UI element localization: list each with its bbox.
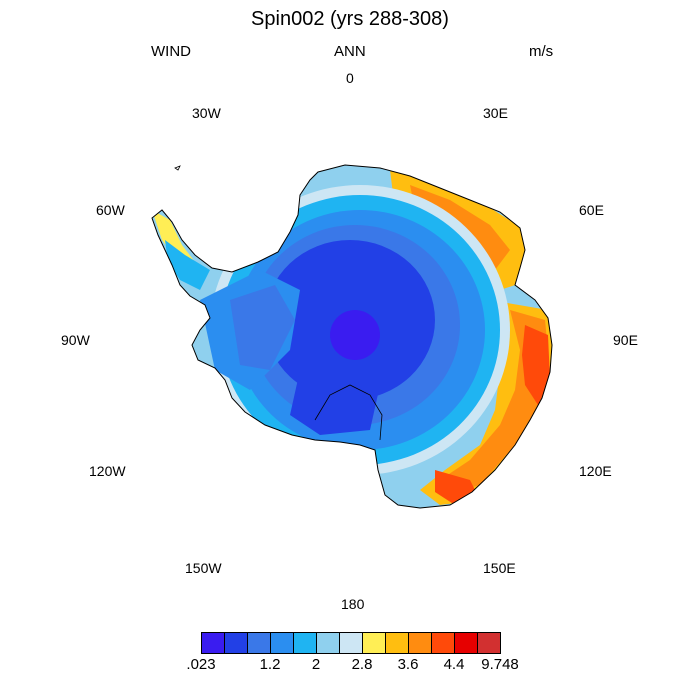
lon-label-30w: 30W (192, 105, 221, 121)
lon-label-0: 0 (346, 70, 354, 86)
colorbar-tick-label: 4.4 (443, 656, 465, 673)
colorbar-swatch (385, 632, 409, 654)
colorbar-swatch (201, 632, 225, 654)
lon-label-60w: 60W (96, 202, 125, 218)
plot-title: Spin002 (yrs 288-308) (251, 8, 449, 30)
lon-label-180: 180 (341, 596, 365, 612)
colorbar-swatch (247, 632, 271, 654)
colorbar-swatch (408, 632, 432, 654)
colorbar-swatch (431, 632, 455, 654)
lon-label-60e: 60E (579, 202, 604, 218)
colorbar-tick-label: 2 (311, 656, 321, 673)
colorbar-tick-label: 2.8 (351, 656, 373, 673)
colorbar-swatch (362, 632, 386, 654)
lon-label-90e: 90E (613, 332, 638, 348)
units-label: m/s (529, 43, 554, 60)
ice-shelf-outline (314, 384, 383, 441)
colorbar-tick-label: .023 (186, 656, 216, 673)
lon-label-30e: 30E (483, 105, 508, 121)
coastline (151, 164, 553, 509)
colorbar-swatch (477, 632, 501, 654)
lon-label-120w: 120W (89, 463, 126, 479)
colorbar-swatch (316, 632, 340, 654)
colorbar-swatch (293, 632, 317, 654)
lon-label-120e: 120E (579, 463, 612, 479)
variable-label: WIND (151, 43, 191, 60)
colorbar-swatch (270, 632, 294, 654)
colorbar-tick-label: 9.748 (481, 656, 519, 673)
colorbar-tick-label: 1.2 (259, 656, 281, 673)
colorbar-tick-label: 3.6 (397, 656, 419, 673)
colorbar-swatch (339, 632, 363, 654)
lon-label-90w: 90W (61, 332, 90, 348)
lon-label-150w: 150W (185, 560, 222, 576)
colorbar-swatch (454, 632, 478, 654)
lon-label-150e: 150E (483, 560, 516, 576)
colorbar-swatch (224, 632, 248, 654)
island-outline (174, 165, 181, 171)
wind-field (152, 165, 552, 508)
season-label: ANN (334, 43, 366, 60)
